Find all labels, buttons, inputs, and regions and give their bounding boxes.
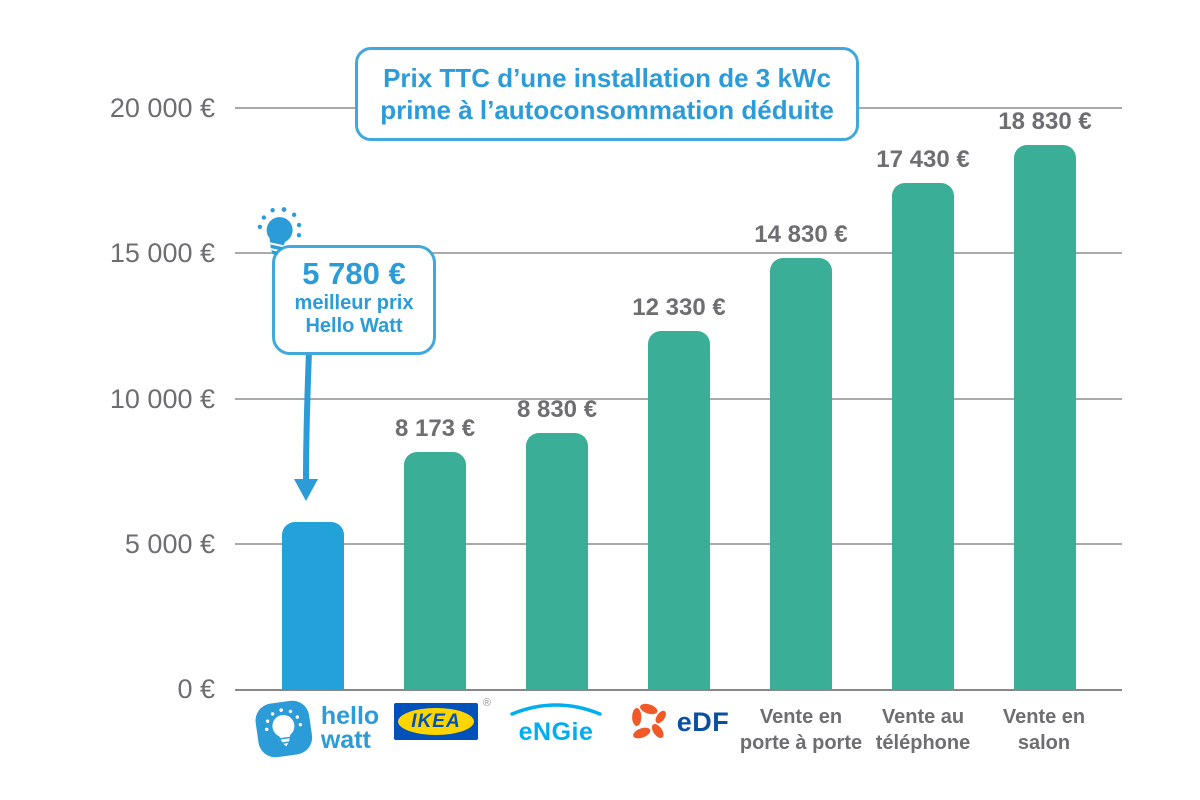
lightbulb-icon — [246, 200, 312, 266]
bar-ikea — [404, 452, 466, 690]
callout-price: 5 780 € — [302, 256, 406, 291]
gridline-15000 — [235, 252, 1122, 254]
y-tick-5000: 5 000 € — [124, 529, 215, 559]
bar-column-salon: 18 830 € — [998, 108, 1092, 690]
chart-title-line1: Prix TTC d’une installation de 3 kWc — [383, 62, 831, 93]
best-price-callout: 5 780 € meilleur prix Hello Watt — [272, 245, 436, 355]
engie-wordmark: eNGie — [518, 718, 594, 746]
bar-column-telephone: 17 430 € — [876, 108, 970, 690]
bar-column-edf: 12 330 € — [632, 108, 726, 690]
y-tick-15000: 15 000 € — [109, 238, 215, 268]
bar-value-engie: 8 830 € — [516, 396, 598, 423]
y-tick-10000: 10 000 € — [109, 384, 215, 414]
bar-edf — [648, 331, 710, 690]
ikea-rect: IKEA — [394, 703, 478, 740]
ikea-oval: IKEA — [398, 708, 474, 735]
ikea-registered-mark: ® — [482, 697, 491, 709]
bar-porte — [770, 258, 832, 690]
bar-value-telephone: 17 430 € — [876, 145, 970, 173]
chart-title-line2: prime à l’autoconsommation déduite — [380, 95, 834, 125]
edf-logo: eDF — [623, 696, 730, 748]
x-axis-line — [235, 689, 1122, 691]
hellowatt-bulb-icon — [255, 700, 313, 758]
y-tick-0: 0 € — [177, 674, 215, 704]
edf-wordmark: eDF — [676, 706, 730, 737]
ikea-logo: IKEA ® — [394, 697, 491, 740]
callout-arrow — [285, 348, 335, 511]
ikea-wordmark: IKEA — [411, 710, 461, 732]
bar-engie — [526, 433, 588, 690]
bar-telephone — [892, 182, 954, 690]
bar-column-ikea: 8 173 € — [395, 108, 475, 690]
callout-line1: meilleur prix — [294, 292, 414, 314]
bar-column-engie: 8 830 € — [517, 108, 597, 690]
engie-arc-icon — [510, 703, 602, 716]
hellowatt-logo: hello watt — [253, 698, 379, 760]
callout-line2: Hello Watt — [305, 315, 403, 337]
engie-logo: eNGie — [508, 700, 604, 747]
bar-value-porte: 14 830 € — [754, 221, 848, 249]
bar-hellowatt — [282, 521, 344, 690]
category-label-telephone: Vente au téléphone — [875, 706, 971, 754]
bar-value-ikea: 8 173 € — [394, 415, 476, 443]
edf-swirl-icon — [632, 703, 666, 739]
chart-title-box: Prix TTC d’une installation de 3 kWc pri… — [355, 47, 859, 141]
bar-value-salon: 18 830 € — [998, 108, 1092, 135]
hellowatt-wordmark: hello watt — [320, 702, 380, 754]
bar-column-hellowatt — [282, 108, 344, 690]
y-tick-20000: 20 000 € — [109, 93, 215, 123]
bar-value-edf: 12 330 € — [632, 294, 726, 322]
category-label-salon: Vente en salon — [1002, 706, 1086, 754]
category-label-porte: Vente en porte à porte — [739, 706, 863, 754]
bar-column-porte: 14 830 € — [754, 108, 848, 690]
bar-salon — [1014, 145, 1076, 690]
